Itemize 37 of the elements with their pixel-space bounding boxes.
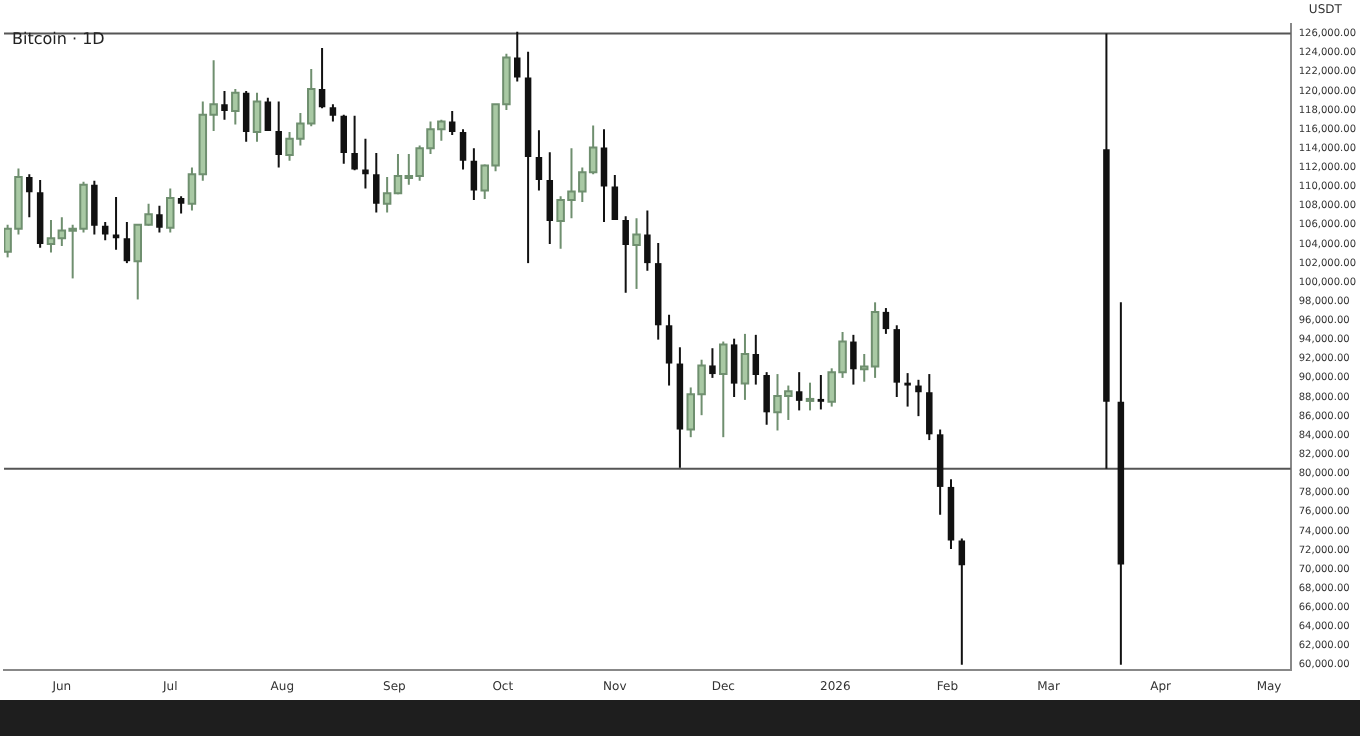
candlestick [535, 129, 543, 192]
candlestick [926, 373, 933, 442]
candlestick [351, 114, 358, 172]
candlestick [470, 147, 478, 201]
candlestick [459, 128, 467, 171]
candlestick [709, 347, 716, 379]
candlestick [26, 173, 33, 219]
candlestick [242, 89, 250, 143]
candlestick [123, 220, 131, 265]
candlestick [600, 128, 608, 223]
candlestick [904, 372, 911, 408]
candlestick [264, 96, 272, 133]
candlestick [882, 307, 890, 335]
candlestick [221, 89, 228, 121]
candlestick [730, 337, 738, 399]
candlestick [362, 137, 369, 190]
text: Bitcoin · 1D [12, 30, 105, 49]
candlestick [91, 179, 98, 236]
candlestick [850, 333, 857, 386]
candlestick [611, 174, 619, 222]
candlestick [752, 333, 760, 386]
candlestick [514, 30, 521, 83]
candlestick [817, 374, 825, 411]
candlestick [644, 209, 651, 272]
candlestick [622, 215, 629, 294]
candlestick [915, 378, 922, 418]
candlestick [546, 151, 554, 245]
candlestick [795, 371, 803, 412]
candlestick [112, 196, 120, 251]
candlestick [156, 204, 163, 234]
candlestick [340, 113, 348, 165]
candlestick [275, 100, 282, 169]
candlestick [318, 46, 326, 110]
candlestick [373, 152, 380, 214]
candlestick [958, 537, 966, 666]
candlestick [763, 371, 770, 426]
candlestick [665, 313, 673, 387]
